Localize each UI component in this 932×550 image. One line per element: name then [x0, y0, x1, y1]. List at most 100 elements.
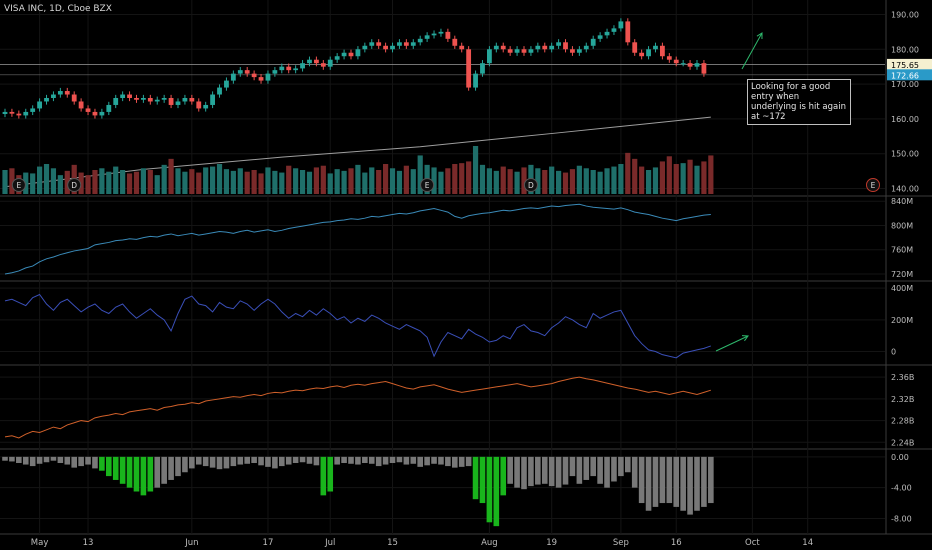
volume-bar — [251, 170, 257, 194]
indicator-line-1 — [4, 203, 711, 275]
trend-arrow — [741, 32, 763, 70]
volume-bar — [154, 175, 160, 194]
y-tick-label: 180.00 — [891, 45, 919, 54]
histogram-bar — [611, 456, 617, 482]
x-tick-label: 17 — [263, 538, 274, 548]
candle-body — [632, 42, 638, 53]
histogram-bar — [597, 456, 603, 484]
indicator-line-3 — [4, 376, 711, 439]
histogram-bar — [327, 456, 334, 492]
candle-body — [576, 49, 582, 53]
volume-bar — [673, 164, 679, 194]
candle-body — [23, 111, 29, 116]
trend-arrow-head — [756, 32, 763, 40]
candle-body — [369, 42, 375, 46]
histogram-bar — [216, 456, 223, 470]
histogram-bar — [368, 456, 375, 464]
histogram-bar — [458, 456, 465, 467]
candle-body — [500, 45, 506, 50]
candle-body — [244, 70, 250, 74]
histogram-bar — [112, 456, 119, 480]
histogram-bar — [528, 456, 534, 487]
candle-body — [583, 45, 589, 50]
volume-bar — [99, 168, 105, 194]
candle-body — [528, 49, 534, 53]
candle-body — [521, 49, 527, 53]
histogram-bar — [445, 456, 451, 467]
histogram-bar — [251, 456, 257, 464]
volume-bar — [535, 168, 541, 194]
candle-body — [597, 35, 603, 39]
histogram-bar — [147, 456, 154, 492]
volume-bar — [216, 164, 223, 194]
axes-layer: May 13 Jun 17 Jul 15 Aug 19 Sep 16 Oct 14 190.00 180.… — [31, 10, 932, 548]
volume-bar — [306, 171, 313, 194]
histogram-bar — [472, 456, 479, 500]
candle-body — [417, 38, 423, 43]
candle-body — [189, 98, 195, 102]
volume-bar — [438, 171, 444, 194]
candle-body — [300, 63, 305, 69]
annotation-note: Looking for a good entry when underlying… — [747, 79, 851, 125]
histogram-bar — [618, 456, 624, 477]
level-price-value: 172.66 — [891, 71, 919, 80]
y-tick-label: -4.00 — [891, 484, 912, 493]
histogram-bar — [375, 456, 382, 467]
volume-bar — [486, 168, 492, 194]
volume-bar — [258, 173, 264, 194]
histogram-bar — [154, 456, 161, 488]
volume-bar — [639, 166, 645, 194]
x-tick-label: Aug — [481, 538, 498, 548]
indicator-panels — [2, 203, 714, 527]
histogram-bar — [514, 456, 520, 488]
y-tick-label: 160.00 — [891, 115, 919, 124]
volume-bar — [348, 168, 354, 194]
candle-body — [431, 33, 437, 36]
candle-body — [493, 45, 499, 50]
candle-body — [175, 101, 181, 105]
volume-bar — [244, 171, 250, 194]
volume-bar — [542, 170, 548, 194]
candle-body — [570, 49, 575, 53]
histogram-bar — [631, 456, 638, 488]
histogram-bar — [106, 456, 112, 477]
volume-bar — [133, 171, 140, 194]
histogram-bar — [708, 456, 714, 504]
candle-body — [590, 38, 596, 46]
candles-layer — [2, 18, 707, 119]
volume-bar — [92, 170, 98, 194]
volume-bar — [223, 169, 230, 194]
volume-bar — [701, 161, 707, 194]
x-tick-label: 14 — [802, 538, 813, 548]
volume-bar — [85, 175, 91, 194]
x-tick-label: May — [31, 538, 49, 548]
candle-body — [514, 49, 520, 53]
candle-body — [286, 66, 292, 71]
histogram-bar — [500, 456, 507, 496]
volume-bar — [23, 172, 29, 194]
candle-body — [327, 59, 333, 67]
candle-body — [141, 98, 146, 100]
candle-body — [161, 98, 167, 100]
volume-bar — [210, 166, 216, 194]
indicator-arrow-head — [741, 335, 749, 342]
candle-body — [410, 42, 416, 46]
histogram-bar — [57, 456, 64, 464]
candle-body — [390, 45, 395, 50]
histogram-bar — [659, 456, 666, 504]
histogram-bar — [140, 456, 147, 496]
x-tick-label: 13 — [83, 538, 94, 548]
volume-bar — [376, 170, 382, 194]
histogram-bar — [438, 456, 444, 465]
histogram-bar — [431, 456, 437, 464]
candle-body — [694, 63, 700, 67]
candle-body — [320, 63, 326, 67]
histogram-bar — [348, 456, 354, 464]
candle-body — [563, 42, 568, 50]
candle-body — [64, 91, 70, 95]
y-tick-label: 2.28B — [891, 417, 914, 426]
candle-body — [452, 38, 458, 46]
candle-body — [666, 56, 672, 60]
histogram-bar — [43, 456, 50, 463]
